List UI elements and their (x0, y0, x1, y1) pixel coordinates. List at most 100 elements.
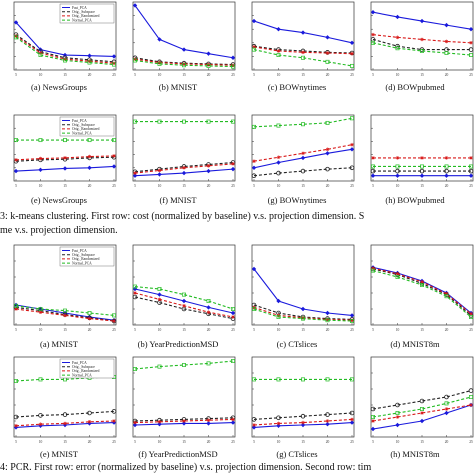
data-point (350, 417, 354, 422)
data-point (230, 310, 236, 316)
chart-panel-4a: 5 10 15 20 25 Fast_PCAOrig._SubspaceOrig._Ran… (13, 244, 117, 332)
series-line-normal-pca (372, 270, 472, 318)
data-point (395, 35, 400, 40)
x-tick-label: 15 (420, 184, 424, 188)
data-point (300, 168, 306, 174)
chart-panel-3h: 5 10 15 20 25 (370, 114, 474, 188)
data-point (206, 418, 211, 422)
x-tick-label: 25 (469, 184, 473, 188)
subcaption-4f: (f) YearPredictionMSD (138, 449, 218, 459)
data-point (371, 415, 375, 419)
data-point (251, 266, 257, 272)
legend-label: Normal_PCA (72, 18, 92, 22)
x-tick-label: 20 (207, 184, 211, 188)
data-point (370, 406, 376, 412)
x-tick-label: 10 (277, 73, 281, 77)
x-tick-label: 25 (112, 440, 116, 444)
plot-frame (370, 114, 474, 182)
x-tick-label: 5 (372, 184, 374, 188)
x-tick-label: 5 (15, 184, 17, 188)
data-point (133, 58, 137, 63)
series-line-orig-subspace (15, 410, 115, 418)
data-point (395, 422, 400, 428)
data-point (276, 53, 281, 57)
x-tick-label: 20 (326, 73, 330, 77)
data-point (181, 47, 187, 52)
data-point (182, 419, 186, 423)
x-tick-label: 25 (231, 73, 235, 77)
data-point (132, 294, 138, 300)
data-point (206, 305, 211, 310)
chart-panel-3d: 5 10 15 20 25 (370, 1, 474, 77)
x-tick-label: 20 (207, 328, 211, 332)
subcaption-4d: (d) MNIST8m (390, 339, 440, 349)
data-point (132, 3, 138, 8)
data-point (252, 423, 256, 427)
data-point (112, 138, 116, 143)
series-line-orig-subspace (253, 45, 353, 54)
chart-panel-4g: 5 10 15 20 25 (251, 356, 355, 444)
plot-frame (132, 244, 236, 326)
data-point (370, 168, 376, 174)
data-point (371, 156, 375, 160)
data-point (182, 119, 186, 124)
data-point (301, 420, 305, 425)
x-tick-label: 25 (231, 328, 235, 332)
x-tick-label: 15 (63, 184, 67, 188)
x-tick-label: 5 (372, 73, 374, 77)
legend-label: Normal_PCA (72, 261, 92, 265)
legend-label: Fast_PCA (72, 119, 87, 123)
x-tick-label: 10 (396, 440, 400, 444)
data-point (111, 409, 117, 414)
data-point (301, 122, 305, 127)
data-point (133, 420, 137, 425)
data-point (444, 39, 449, 44)
x-tick-label: 25 (469, 440, 473, 444)
data-point (251, 18, 257, 24)
subcaption-3h: (h) BOWpubmed (385, 195, 445, 205)
chart-panel-4f: 5 10 15 20 25 (132, 356, 236, 444)
x-tick-label: 5 (253, 328, 255, 332)
plot-frame (370, 1, 474, 71)
data-point (231, 315, 235, 319)
series-line-orig-subspace (372, 390, 472, 410)
series-line-orig-randomized (134, 418, 234, 424)
data-point (87, 420, 92, 424)
subcaption-3d: (d) BOWpubmed (385, 82, 445, 92)
series-line-normal-pca (134, 59, 234, 68)
data-point (230, 166, 236, 172)
data-point (206, 421, 211, 426)
data-point (444, 156, 449, 160)
data-point (420, 411, 424, 415)
data-point (419, 168, 425, 174)
chart-panel-3b: 5 10 15 20 25 (132, 1, 236, 77)
data-point (63, 58, 67, 63)
x-tick-label: 15 (182, 328, 186, 332)
figure3-caption-line2: me v.s. projection dimension. (0, 225, 118, 236)
x-tick-label: 10 (39, 73, 43, 77)
data-point (325, 422, 330, 427)
data-point (206, 361, 211, 366)
data-point (276, 49, 281, 53)
data-point (38, 156, 43, 161)
data-point (13, 414, 19, 420)
legend-label: Fast_PCA (72, 249, 87, 253)
x-tick-label: 20 (326, 440, 330, 444)
x-tick-label: 5 (134, 73, 136, 77)
subcaption-4a: (a) MNIST (39, 339, 78, 349)
series-line-orig-subspace (134, 296, 234, 320)
data-point (371, 32, 375, 37)
data-point (206, 164, 211, 168)
data-point (182, 292, 186, 297)
plot-frame (251, 1, 355, 71)
data-point (112, 62, 116, 67)
x-tick-label: 15 (420, 440, 424, 444)
plot-frame (251, 244, 355, 326)
data-point (444, 292, 449, 296)
data-point (276, 415, 281, 421)
data-point (349, 313, 355, 318)
x-tick-label: 20 (88, 73, 92, 77)
data-point (325, 147, 330, 152)
chart-panel-4d: 5 10 15 20 25 (370, 244, 474, 332)
x-tick-label: 10 (158, 440, 162, 444)
